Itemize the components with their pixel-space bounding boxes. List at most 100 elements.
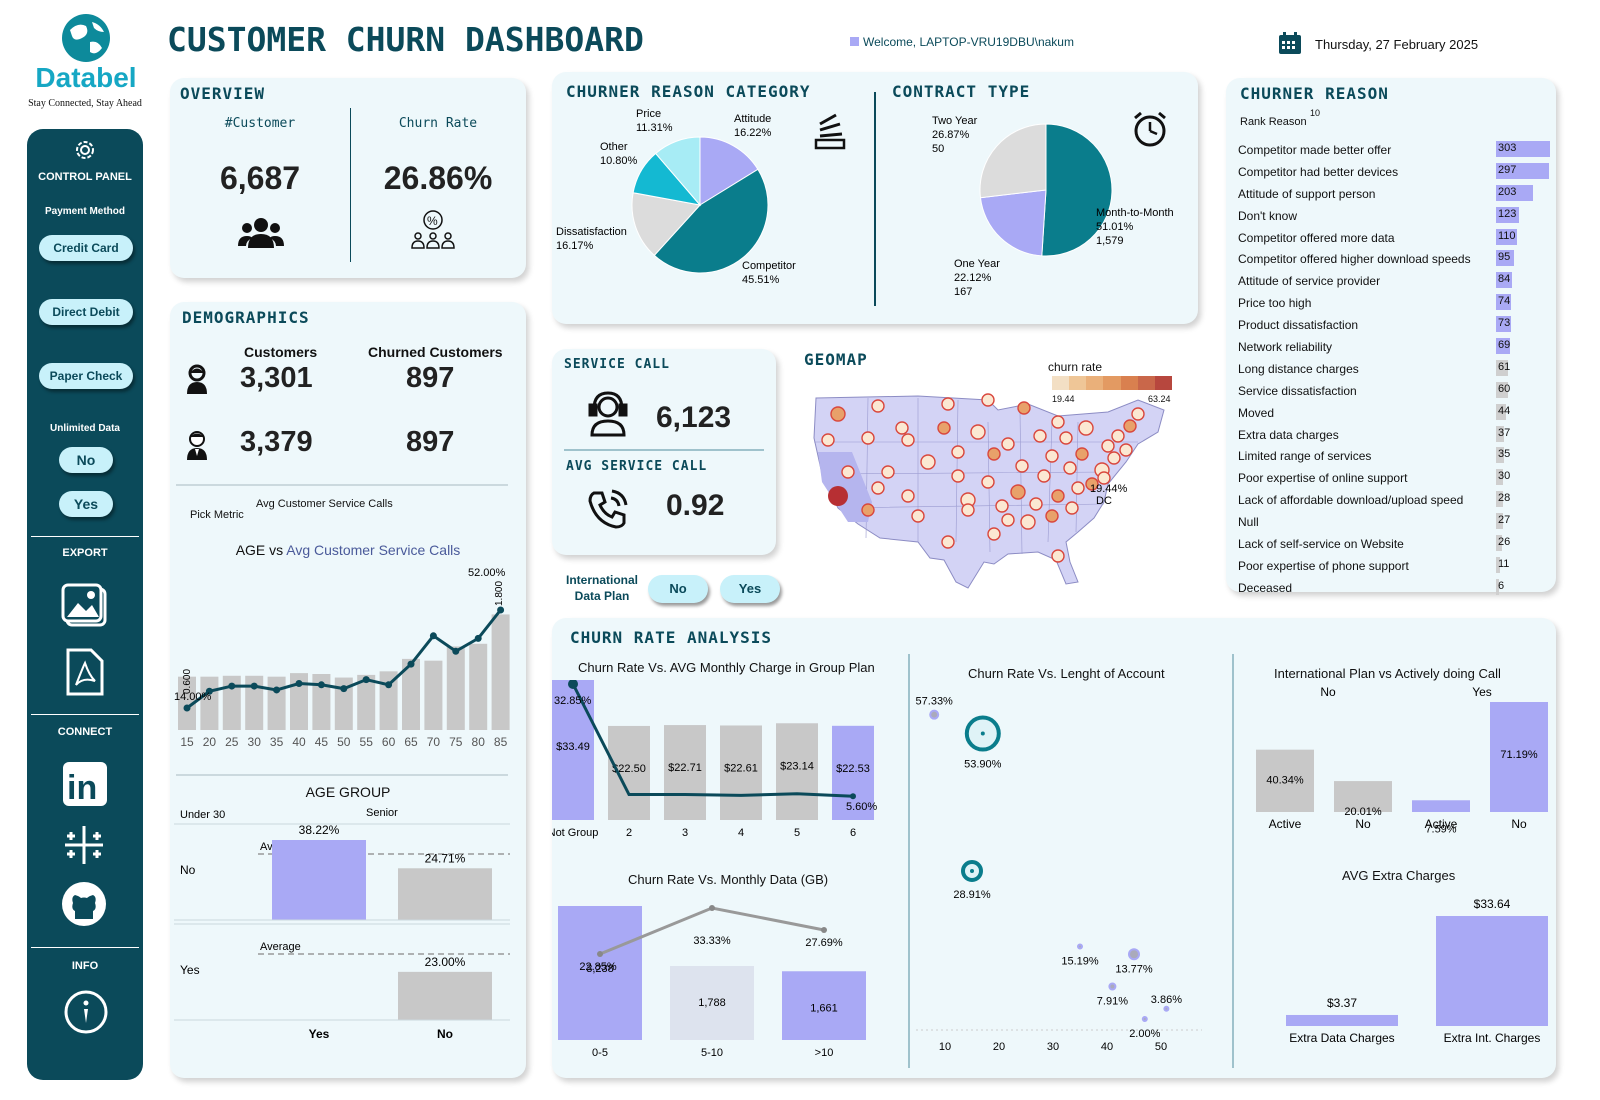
svg-text:%: % [427,214,438,228]
age-line-point [295,680,303,687]
reason-row[interactable]: Attitude of support person 203 [1238,183,1558,205]
filter-unlimited-no[interactable]: No [59,447,113,473]
reason-row[interactable]: Product dissatisfaction 73 [1238,314,1558,336]
welcome-bullet [850,37,859,46]
tableau-icon[interactable] [61,822,107,873]
age-tick-label: 85 [494,735,508,749]
age-group-col-left: Under 30 [180,809,225,821]
reason-row[interactable]: Competitor offered higher download speed… [1238,248,1558,270]
reason-row[interactable]: Null 27 [1238,511,1558,533]
rank-reason-value[interactable]: 10 [1310,108,1321,118]
account-length-title: Churn Rate Vs. Lenght of Account [968,666,1165,681]
reason-row[interactable]: Competitor had better devices 297 [1238,161,1558,183]
pie-label: 11.31% [636,122,673,134]
reason-row[interactable]: Service dissatisfaction 60 [1238,380,1558,402]
intl-group-label: Yes [1472,685,1492,699]
reason-label: Extra data charges [1238,427,1339,442]
reason-row[interactable]: Competitor offered more data 110 [1238,227,1558,249]
reason-row[interactable]: Deceased 6 [1238,577,1558,599]
age-group-chart: Under 30SeniorNoAverage38.22%24.71%YesAv… [174,807,510,1041]
scatter-point [929,709,940,720]
us-churn-map[interactable]: 19.44% DC [808,392,1184,592]
image-export-icon[interactable] [61,583,109,634]
scatter-point-center [980,731,985,736]
age-line-point [273,686,281,694]
reason-row[interactable]: Lack of affordable download/upload speed… [1238,489,1558,511]
reason-row[interactable]: Moved 44 [1238,402,1558,424]
group-plan-bar-label: $22.50 [612,763,646,775]
pie-slice [1041,123,1113,257]
filter-credit-card[interactable]: Credit Card [39,235,133,261]
reason-row[interactable]: Competitor made better offer 303 [1238,139,1558,161]
reason-row[interactable]: Network reliability 69 [1238,336,1558,358]
pdf-export-icon[interactable] [65,647,105,702]
scatter-label: 57.33% [916,696,954,708]
reason-category-title: CHURNER REASON CATEGORY [566,82,811,101]
reason-value: 69 [1498,339,1511,352]
monthly-rate-point [709,905,715,911]
state-churn-dot [1085,477,1099,491]
reason-bar [1496,250,1515,267]
legend-swatch [1137,376,1155,390]
intl-bar-category: No [1511,817,1527,831]
reason-row[interactable]: Don't know 123 [1238,205,1558,227]
reason-value: 95 [1498,251,1511,264]
scatter-point [1141,1016,1148,1022]
group-plan-bar [664,725,706,820]
filter-unlimited-yes[interactable]: Yes [59,491,113,517]
monthly-data-category: >10 [815,1047,834,1059]
filter-intl-no[interactable]: No [648,575,708,603]
pick-metric-select[interactable]: Avg Customer Service Calls [256,498,393,510]
extra-charge-value: $33.64 [1474,897,1511,911]
reason-label: Moved [1238,405,1275,420]
demographics-title: DEMOGRAPHICS [182,308,310,327]
age-group-bar-label: 24.71% [425,851,466,865]
reason-row[interactable]: Price too high 74 [1238,292,1558,314]
reason-value: 27 [1498,514,1511,527]
info-icon[interactable] [63,989,109,1040]
intl-bar-label: 20.01% [1344,806,1382,818]
monthly-data-category: 0-5 [592,1047,608,1059]
age-bar [491,614,510,730]
reason-row[interactable]: Long distance charges 61 [1238,358,1558,380]
state-churn-dot [1131,407,1145,421]
state-churn-dot [1033,429,1047,443]
pie-label: 22.12% [954,272,992,284]
state-churn-dot [871,481,885,495]
current-date: Thursday, 27 February 2025 [1315,37,1479,52]
reason-row[interactable]: Limited range of services 35 [1238,445,1558,467]
contract-type-pie: Month-to-Month 51.01% 1,579 One Year 22.12% 1… [932,115,1174,298]
group-plan-bar-label: $22.71 [668,762,702,774]
linkedin-icon[interactable]: in [63,762,107,811]
github-icon[interactable] [61,881,107,932]
high-churn-state [818,452,872,522]
scatter-x-tick: 30 [1047,1041,1059,1053]
reason-value: 28 [1498,492,1511,505]
high-churn-dot [828,486,848,506]
group-plan-category: 5 [794,827,800,839]
scatter-label: 2.00% [1129,1028,1160,1040]
map-dc-label: DC [1096,495,1112,507]
reason-row[interactable]: Attitude of service provider 84 [1238,270,1558,292]
filter-paper-check[interactable]: Paper Check [39,363,133,389]
state-churn-dot [951,469,965,483]
reason-row[interactable]: Poor expertise of phone support 11 [1238,555,1558,577]
demographics-card: DEMOGRAPHICS Customers Churned Customers… [170,302,526,1078]
reason-label: Poor expertise of phone support [1238,558,1409,573]
monthly-data-bar [782,971,866,1040]
state-churn-dot [1063,461,1077,475]
reason-bar [1496,316,1511,333]
reason-row[interactable]: Lack of self-service on Website 26 [1238,533,1558,555]
reason-bar [1496,469,1504,486]
state-churn-dot [995,499,1009,513]
filter-direct-debit[interactable]: Direct Debit [39,299,133,325]
group-churn-line [571,683,854,798]
age-tick-label: 60 [382,735,396,749]
reason-row[interactable]: Poor expertise of online support 30 [1238,467,1558,489]
avg-service-call-value: 0.92 [666,489,725,522]
reason-row[interactable]: Extra data charges 37 [1238,424,1558,446]
alarm-clock-icon [1132,110,1168,153]
state-churn-dot [1029,497,1043,511]
monthly-rate-label: 27.69% [805,937,843,949]
filter-intl-yes[interactable]: Yes [720,575,780,603]
